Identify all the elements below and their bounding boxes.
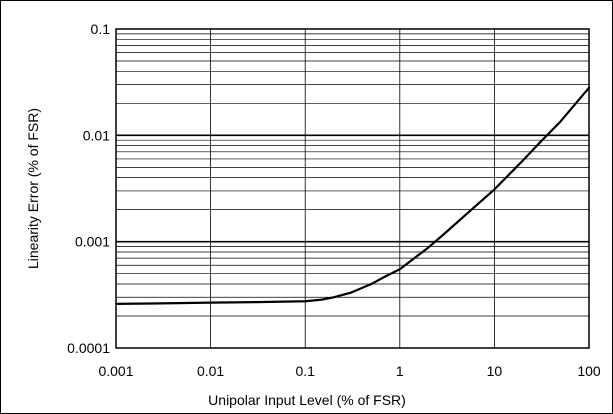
x-tick-label: 10 <box>487 363 503 379</box>
major-gridlines <box>116 29 589 348</box>
y-tick-label: 0.01 <box>83 127 110 143</box>
y-tick-label: 0.1 <box>91 21 111 37</box>
x-tick-label: 100 <box>577 363 601 379</box>
x-tick-label: 0.01 <box>197 363 224 379</box>
x-tick-labels: 0.001 0.01 0.1 1 10 100 <box>98 363 600 379</box>
y-tick-label: 0.0001 <box>67 340 110 356</box>
minor-gridlines <box>116 33 589 317</box>
x-tick-label: 0.001 <box>98 363 133 379</box>
series-line-1 <box>114 86 591 305</box>
plot-area-border <box>115 28 590 349</box>
x-tick-label: 1 <box>396 363 404 379</box>
y-tick-label: 0.001 <box>75 234 110 250</box>
series-layer <box>114 86 591 305</box>
x-tick-label: 0.1 <box>295 363 315 379</box>
y-axis-label: Linearity Error (% of FSR) <box>25 108 41 269</box>
y-tick-labels: 0.0001 0.001 0.01 0.1 <box>67 21 110 356</box>
x-axis-label: Unipolar Input Level (% of FSR) <box>208 392 406 408</box>
